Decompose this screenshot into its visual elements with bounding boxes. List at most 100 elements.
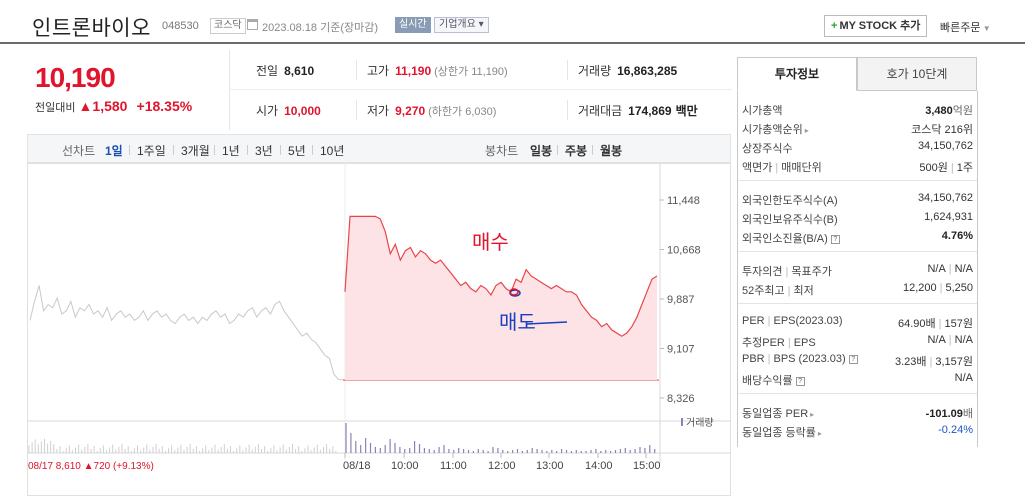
tab-candle-week[interactable]: 주봉 [565, 144, 588, 158]
info-value: -101.09배 [926, 405, 973, 421]
divider: | [787, 285, 791, 297]
info-key: 배당수익률? [742, 372, 805, 388]
info-value-text: N/A [954, 263, 973, 275]
change-line: 전일대비 ▲1,580 +18.35% [35, 98, 192, 115]
chevron-right-icon: ▸ [810, 410, 815, 419]
plus-icon: + [831, 20, 838, 32]
y-tick-label: 9,107 [667, 344, 695, 356]
info-key: 시가총액 [742, 102, 782, 118]
info-value-text: 3,157원 [935, 356, 973, 368]
tab-period-5y[interactable]: 5년 [288, 144, 306, 158]
divider: | [785, 266, 789, 278]
amount-label: 거래대금 [578, 104, 623, 118]
annotation-buy-marker-inner [509, 288, 519, 296]
divider [356, 60, 357, 80]
quick-order-button[interactable]: 빠른주문 ▼ [940, 19, 991, 35]
info-key: 상장주식수 [742, 140, 793, 156]
tab-period-1d[interactable]: 1일 [105, 144, 123, 158]
info-key-text: 배당수익률 [742, 375, 793, 387]
info-value-text: N/A [954, 372, 973, 384]
info-key[interactable]: 시가총액순위 ▸ [742, 121, 809, 137]
realtime-button[interactable]: 실시간 [395, 17, 431, 33]
info-row: 외국인소진율(B/A)? 4.76% [742, 227, 973, 246]
price-chart[interactable]: 매수 매도 11,448 10,668 9,887 9,107 8,326 거래량 08/… [27, 163, 731, 496]
today-line [344, 215, 658, 337]
divider: | [775, 162, 779, 174]
tab-period-3m[interactable]: 3개월 [181, 144, 210, 158]
info-value-text: 5,250 [945, 282, 973, 294]
info-value-text: 코스닥 216위 [911, 124, 973, 136]
market-badge: 코스닥 [210, 18, 246, 34]
info-key-text: 외국인보유주식수(B) [742, 214, 838, 226]
company-overview-button[interactable]: 기업개요 ▾ [434, 17, 489, 33]
y-tick-label: 9,887 [667, 294, 695, 306]
section-divider [738, 303, 977, 304]
caret-down-icon: ▼ [980, 24, 991, 33]
tab-investment-info[interactable]: 투자정보 [737, 57, 857, 91]
info-key[interactable]: 동일업종 PER ▸ [742, 405, 814, 421]
x-tick-label: 12:00 [488, 460, 516, 472]
help-icon[interactable]: ? [830, 234, 840, 244]
help-icon[interactable]: ? [795, 376, 805, 386]
x-tick-label: 13:00 [536, 460, 564, 472]
info-value-text: 34,150,762 [917, 140, 973, 152]
info-value: 3,480억원 [925, 102, 973, 118]
info-key: 액면가 | 매매단위 [742, 159, 822, 175]
tab-period-10y[interactable]: 10년 [320, 144, 345, 158]
info-key: 추정PER | EPS [742, 334, 816, 350]
info-key-text: BPS (2023.03) [773, 353, 846, 365]
info-key-text: 외국인소진율(B/A) [742, 233, 828, 245]
info-row: 배당수익률? N/A [742, 369, 973, 388]
volume-cell: 거래량 16,863,285 [578, 62, 677, 79]
section-divider [738, 393, 977, 394]
up-arrow-icon: ▲ [78, 98, 93, 114]
info-row: 동일업종 등락률 ▸ -0.24% [742, 421, 973, 440]
amount-unit: 백만 [675, 104, 698, 118]
info-value-text: -101.09 [925, 408, 963, 420]
info-key[interactable]: 동일업종 등락률 ▸ [742, 424, 822, 440]
prev-day-series [29, 285, 344, 381]
open-cell: 시가 10,000 [256, 102, 321, 119]
divider [557, 145, 558, 155]
line-chart-label: 선차트 [62, 144, 96, 158]
info-row: 시가총액 3,480억원 [742, 99, 973, 118]
tab-candle-month[interactable]: 월봉 [600, 144, 623, 158]
change-value: 1,580 [92, 98, 128, 114]
change-percent: +18.35% [136, 98, 193, 114]
info-value: 34,150,762 [918, 192, 973, 204]
tab-orderbook-10[interactable]: 호가 10단계 [857, 57, 977, 91]
y-tick-label: 10,668 [667, 245, 701, 257]
prev-close-cell: 전일 8,610 [256, 62, 314, 79]
info-value: 500원 | 1주 [919, 159, 973, 175]
date-text: 2023.08.18 기준(장마감) [262, 22, 379, 34]
y-axis-ticks: 11,448 10,668 9,887 9,107 8,326 [660, 195, 701, 405]
info-value: 1,624,931 [924, 211, 973, 223]
calendar-icon [247, 19, 258, 30]
tab-candle-day[interactable]: 일봉 [530, 144, 553, 158]
open-value: 10,000 [284, 104, 321, 118]
add-my-stock-button[interactable]: + MY STOCK 추가 [824, 15, 928, 37]
annotation-sell: 매도 [499, 310, 536, 334]
info-value-text: 12,200 [902, 282, 937, 294]
info-row: 투자의견 | 목표주가 N/A | N/A [742, 260, 973, 279]
info-key-text: 상장주식수 [742, 143, 793, 155]
x-tick-label: 11:00 [440, 460, 467, 472]
info-row: 외국인한도주식수(A) 34,150,762 [742, 189, 973, 208]
tab-period-1y[interactable]: 1년 [222, 144, 240, 158]
tab-period-1w[interactable]: 1주일 [137, 144, 166, 158]
prev-close-label: 전일 [256, 64, 279, 78]
help-icon[interactable]: ? [848, 354, 858, 364]
info-row: 추정PER | EPS N/A | N/A [742, 331, 973, 350]
x-tick-label: 08/18 [343, 460, 371, 472]
divider [312, 145, 313, 155]
section-divider [738, 251, 977, 252]
info-key: 외국인소진율(B/A)? [742, 230, 840, 246]
info-tabs: 투자정보 호가 10단계 [737, 57, 978, 91]
tab-period-3y[interactable]: 3년 [255, 144, 273, 158]
info-value-text: 3,480 [925, 105, 953, 117]
info-value-text: 1주 [956, 162, 973, 174]
chevron-right-icon: ▸ [817, 429, 822, 438]
info-value-text: N/A [954, 334, 973, 346]
divider [356, 100, 357, 120]
divider [129, 145, 130, 155]
